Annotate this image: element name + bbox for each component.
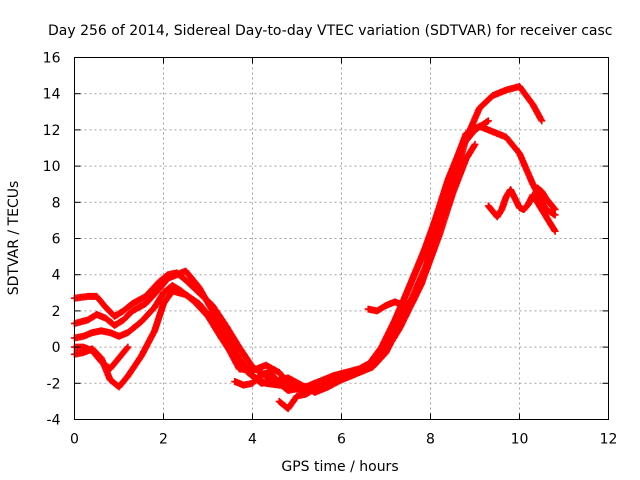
series-track-7 bbox=[275, 358, 381, 413]
x-tick-label: 8 bbox=[426, 432, 435, 448]
y-tick-label: 12 bbox=[43, 123, 61, 139]
data-point bbox=[124, 343, 132, 351]
plot-frame bbox=[74, 57, 609, 420]
x-tick-label: 12 bbox=[600, 432, 618, 448]
series-track-5 bbox=[71, 343, 132, 373]
grid bbox=[74, 57, 609, 420]
y-tick-label: 14 bbox=[43, 87, 61, 103]
x-tick-label: 2 bbox=[159, 432, 168, 448]
series-track-8 bbox=[364, 220, 443, 315]
x-tick-label: 10 bbox=[511, 432, 529, 448]
chart-title: Day 256 of 2014, Sidereal Day-to-day VTE… bbox=[48, 23, 612, 39]
y-tick-label: -2 bbox=[47, 376, 61, 392]
data-point bbox=[123, 344, 131, 352]
y-tick-label: 8 bbox=[52, 195, 61, 211]
data-point bbox=[470, 142, 478, 150]
y-tick-label: 4 bbox=[52, 268, 61, 284]
x-tick-label: 6 bbox=[337, 432, 346, 448]
data-point bbox=[551, 206, 559, 214]
x-tick-label: 4 bbox=[248, 432, 257, 448]
y-tick-label: 6 bbox=[52, 232, 61, 248]
y-tick-label: 2 bbox=[52, 304, 61, 320]
y-tick-label: 16 bbox=[43, 51, 61, 67]
data-point bbox=[538, 117, 546, 125]
series-track-9 bbox=[484, 186, 559, 235]
data-point bbox=[484, 117, 492, 125]
y-tick-label: -4 bbox=[47, 413, 61, 429]
x-axis-label: GPS time / hours bbox=[281, 459, 398, 475]
axis-ticks: 0 2 4 6 8 10 12 -4 -2 0 2 4 6 8 10 12 14 16 bbox=[43, 51, 618, 448]
y-tick-label: 0 bbox=[52, 340, 61, 356]
data-point bbox=[471, 140, 479, 148]
data-point bbox=[551, 227, 559, 235]
x-tick-label: 0 bbox=[70, 432, 79, 448]
data-point bbox=[550, 204, 558, 212]
data-point bbox=[483, 118, 491, 126]
data-point bbox=[435, 220, 443, 228]
series-track-10 bbox=[533, 184, 559, 214]
data-series bbox=[71, 82, 559, 413]
y-tick-label: 10 bbox=[43, 159, 61, 175]
y-axis-label: SDTVAR / TECUs bbox=[6, 181, 22, 296]
data-point bbox=[373, 358, 381, 366]
